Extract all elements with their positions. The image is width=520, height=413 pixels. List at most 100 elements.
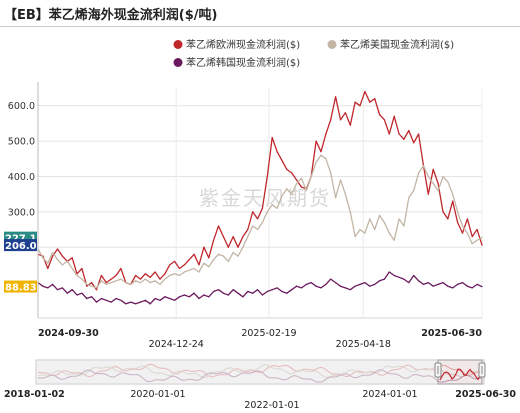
navigator-line	[37, 369, 483, 383]
data-point	[169, 274, 171, 277]
data-point	[276, 151, 278, 153]
data-point	[178, 274, 181, 277]
data-point	[203, 246, 205, 248]
data-point	[427, 193, 429, 195]
data-point	[408, 129, 410, 132]
data-point	[188, 269, 190, 271]
data-point	[447, 285, 449, 287]
data-point	[61, 255, 63, 257]
navigator-date-label: 2022-01-01	[244, 400, 299, 411]
data-point	[300, 287, 303, 289]
range-navigator[interactable]: 2018-01-02 2020-01-01 2024-01-01 2025-06-30…	[4, 359, 516, 411]
data-point	[203, 262, 205, 264]
data-point	[422, 165, 425, 167]
data-point	[178, 267, 181, 270]
data-point	[388, 232, 390, 234]
data-point	[383, 119, 386, 121]
data-point	[42, 285, 44, 287]
data-point	[217, 253, 220, 255]
data-point	[91, 285, 93, 287]
last-value-badges: 227.1206.088.83	[4, 231, 37, 294]
data-point	[130, 301, 132, 303]
data-point	[47, 267, 49, 270]
data-point	[442, 282, 444, 284]
legend-item-1[interactable]: 苯乙烯欧洲现金流利润($)	[173, 38, 301, 51]
navigator-selection[interactable]	[437, 359, 483, 385]
legend-swatch	[173, 40, 183, 49]
data-point	[359, 283, 361, 285]
data-point	[471, 287, 473, 289]
data-point	[276, 287, 278, 289]
data-point	[374, 98, 376, 100]
data-point	[227, 246, 229, 248]
data-point	[466, 232, 468, 234]
data-point	[344, 193, 346, 195]
data-point	[476, 228, 478, 231]
data-point	[344, 287, 346, 289]
data-point	[208, 266, 210, 268]
legend-item-3[interactable]: 苯乙烯韩国现金流利润($)	[173, 56, 301, 69]
data-point	[208, 296, 210, 298]
data-point	[159, 278, 161, 280]
data-point	[320, 154, 322, 156]
data-point	[247, 236, 249, 238]
data-point	[403, 138, 405, 140]
data-point	[466, 218, 468, 220]
legend-swatch	[327, 40, 337, 49]
data-point	[266, 175, 268, 178]
data-point	[413, 190, 415, 192]
legend-item-2[interactable]: 苯乙烯美国现金流利润($)	[327, 38, 455, 51]
data-point	[52, 283, 54, 285]
data-point	[134, 274, 137, 277]
data-point	[188, 259, 190, 261]
data-point	[325, 158, 327, 160]
navigator-date-label: 2018-01-02	[4, 389, 65, 400]
data-point	[261, 207, 264, 209]
data-point	[71, 289, 73, 291]
legend[interactable]: 苯乙烯欧洲现金流利润($) 苯乙烯美国现金流利润($) 苯乙烯韩国现金流利润($)	[173, 38, 455, 69]
title-divider	[0, 26, 520, 27]
data-point	[271, 204, 273, 206]
data-point	[398, 276, 400, 278]
data-point	[139, 282, 142, 284]
data-point	[193, 292, 195, 294]
data-point	[110, 278, 112, 280]
data-point	[86, 283, 88, 285]
data-point	[213, 259, 215, 261]
data-point	[242, 236, 244, 238]
data-point	[174, 260, 176, 262]
data-point	[452, 193, 454, 195]
data-point	[222, 292, 225, 294]
data-point	[330, 119, 332, 121]
navigator-date-label: 2020-01-01	[130, 389, 185, 400]
data-point	[369, 101, 371, 103]
data-point	[208, 257, 210, 259]
data-point	[330, 278, 332, 280]
data-point	[383, 278, 386, 280]
data-point	[154, 280, 156, 282]
data-point	[349, 289, 351, 291]
data-point	[237, 292, 239, 294]
series-layer	[37, 90, 483, 305]
data-point	[91, 282, 93, 284]
data-point	[227, 260, 229, 262]
data-point	[232, 251, 234, 254]
data-point	[354, 285, 356, 287]
data-point	[398, 218, 400, 220]
data-point	[169, 264, 171, 266]
series-line-2	[37, 154, 483, 289]
data-point	[95, 301, 98, 303]
data-point	[378, 113, 381, 116]
data-point	[125, 303, 127, 305]
data-point	[471, 243, 473, 245]
last-value-badge: 88.83	[4, 280, 37, 294]
data-point	[164, 273, 166, 275]
y-tick-label: 300.0	[8, 207, 35, 218]
legend-label: 苯乙烯韩国现金流利润($)	[186, 56, 300, 69]
data-point	[110, 301, 112, 303]
data-point	[295, 285, 298, 287]
data-point	[149, 282, 151, 284]
y-tick-label: 400.0	[8, 172, 35, 183]
data-point	[461, 232, 464, 234]
